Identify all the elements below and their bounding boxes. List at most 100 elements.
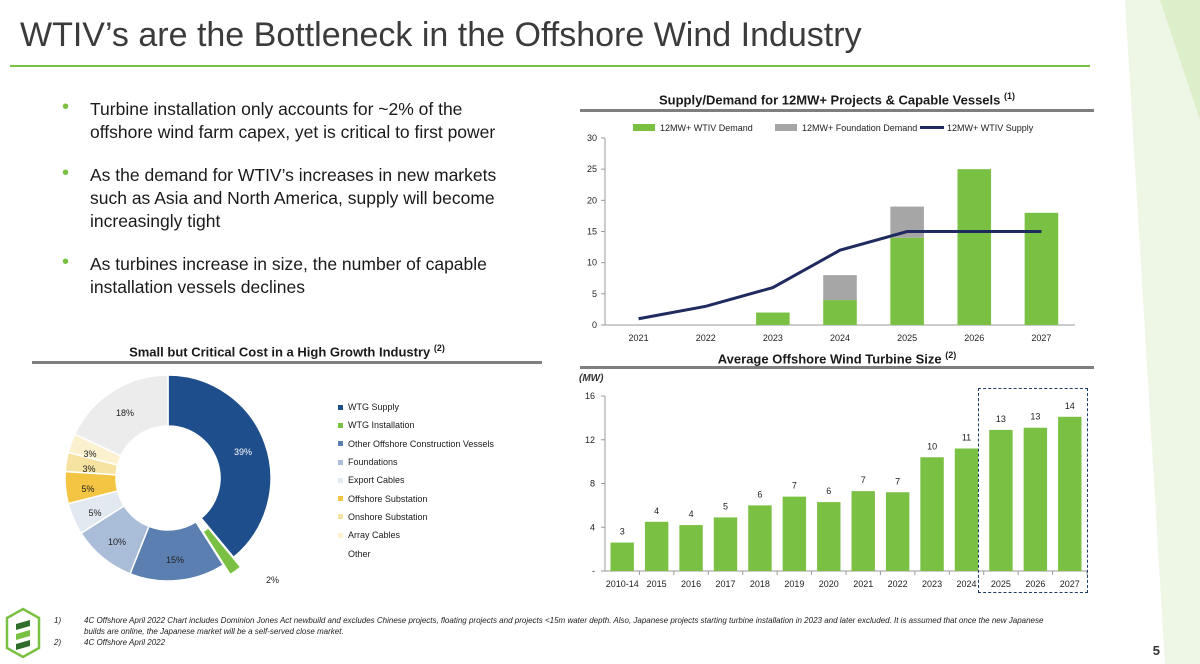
turbine-size-title-text: Average Offshore Wind Turbine Size — [717, 351, 942, 367]
cost-pie-legend: WTG Supply WTG Installation Other Offsho… — [338, 398, 494, 563]
x-tick-label: 2018 — [750, 579, 770, 589]
bullet-list: Turbine installation only accounts for ~… — [62, 96, 512, 319]
legend-label: Foundations — [348, 457, 398, 468]
turbine-size-bar — [610, 542, 634, 571]
wtiv-demand-bar — [823, 300, 857, 325]
legend-item: Foundations — [338, 453, 494, 471]
supply-demand-rule — [580, 109, 1094, 112]
x-tick-label: 2022 — [696, 333, 716, 343]
x-tick-label: 2026 — [1025, 579, 1045, 589]
slice-label: 18% — [116, 408, 134, 418]
legend-item: Onshore Substation — [338, 508, 494, 526]
supply-demand-title-text: Supply/Demand for 12MW+ Projects & Capab… — [659, 92, 1001, 108]
legend-label: Export Cables — [348, 475, 405, 486]
footnote-text: 4C Offshore April 2022 — [84, 638, 166, 647]
page-title: WTIV’s are the Bottleneck in the Offshor… — [20, 16, 862, 54]
legend-label: 12MW+ WTIV Supply — [947, 123, 1034, 133]
data-label: 7 — [861, 475, 866, 485]
turbine-size-bar — [920, 457, 944, 571]
slice-label: 3% — [83, 449, 96, 459]
legend-swatch — [338, 551, 343, 557]
cost-pie-rule — [32, 361, 542, 364]
corner-accent — [1125, 0, 1200, 664]
wtiv-supply-line — [638, 230, 1042, 321]
turbine-size-bar — [713, 517, 738, 571]
legend-item: Export Cables — [338, 471, 494, 489]
foundation-demand-bar — [823, 275, 857, 301]
x-tick-label: 2027 — [1031, 333, 1051, 343]
x-tick-label: 2020 — [819, 579, 839, 589]
bullet-item: Turbine installation only accounts for ~… — [62, 96, 512, 144]
x-tick-label: 2022 — [888, 579, 908, 589]
turbine-size-bar — [954, 448, 979, 571]
x-tick-label: 2026 — [964, 333, 984, 343]
turbine-size-bar — [989, 429, 1013, 571]
x-tick-label: 2023 — [763, 333, 783, 343]
y-tick-label: 30 — [587, 133, 597, 143]
legend-swatch — [338, 514, 343, 520]
data-label: 14 — [1065, 401, 1075, 411]
legend-item: Array Cables — [338, 526, 494, 544]
legend-swatch — [338, 496, 343, 502]
y-tick-label: 4 — [590, 522, 595, 532]
turbine-size-bar — [1023, 427, 1048, 571]
x-tick-label: 2021 — [853, 579, 873, 589]
page-number: 5 — [1152, 643, 1160, 658]
turbine-size-bar — [885, 492, 910, 571]
legend-label: 12MW+ WTIV Demand — [660, 123, 753, 133]
data-label: 10 — [927, 441, 937, 451]
data-label: 6 — [826, 486, 831, 496]
supply-demand-title: Supply/Demand for 12MW+ Projects & Capab… — [580, 91, 1094, 107]
x-tick-label: 2015 — [647, 579, 667, 589]
slice-label: 5% — [88, 508, 101, 518]
x-tick-label: 2021 — [629, 333, 649, 343]
x-tick-label: 2024 — [830, 333, 850, 343]
y-tick-label: 5 — [592, 289, 597, 299]
turbine-size-bar — [782, 496, 807, 571]
legend-swatch — [775, 124, 797, 131]
x-tick-label: 2025 — [897, 333, 917, 343]
legend-label: WTG Supply — [348, 402, 400, 413]
footnote-number: 1) — [54, 616, 62, 625]
footnote-text: 4C Offshore April 2022 Chart includes Do… — [84, 616, 1044, 636]
slice-label: 15% — [166, 555, 184, 565]
legend-swatch — [338, 532, 343, 538]
footnote: 1) 4C Offshore April 2022 Chart includes … — [54, 615, 1044, 637]
cost-pie-title-sup: (2) — [433, 343, 445, 353]
legend-swatch — [338, 477, 343, 483]
x-tick-label: 2017 — [715, 579, 735, 589]
bullet-item: As turbines increase in size, the number… — [62, 251, 512, 299]
foundation-demand-bar — [890, 206, 924, 238]
footnotes: 1) 4C Offshore April 2022 Chart includes … — [54, 615, 1044, 648]
legend-label: Onshore Substation — [348, 511, 428, 522]
legend-swatch — [633, 124, 655, 131]
y-tick-label: 25 — [587, 164, 597, 174]
legend-item: Offshore Substation — [338, 489, 494, 507]
data-label: 5 — [723, 501, 728, 511]
pie-slice — [201, 526, 242, 576]
legend-label: Other Offshore Construction Vessels — [348, 438, 494, 449]
legend-item: Other — [338, 544, 494, 562]
y-tick-label: 15 — [587, 227, 597, 237]
legend-label: WTG Installation — [348, 420, 415, 431]
legend-label: 12MW+ Foundation Demand — [802, 123, 917, 133]
turbine-size-title: Average Offshore Wind Turbine Size (2) — [580, 350, 1094, 366]
turbine-size-bar — [644, 521, 669, 571]
legend-item: Other Offshore Construction Vessels — [338, 435, 494, 453]
legend-item: WTG Installation — [338, 416, 494, 434]
turbine-size-bar — [817, 502, 841, 571]
turbine-size-chart: (MW) - 4 8 12 16 3 2010-14 4 2015 4 2016 5 2017 6 2018 7… — [579, 373, 1088, 589]
legend-swatch — [338, 441, 343, 447]
y-tick-label: 16 — [585, 391, 595, 401]
footnote: 2) 4C Offshore April 2022 — [54, 637, 1044, 648]
y-tick-label: 8 — [590, 479, 595, 489]
x-tick-label: 2016 — [681, 579, 701, 589]
cost-pie-title-text: Small but Critical Cost in a High Growth… — [129, 344, 431, 360]
slice-label: 3% — [82, 464, 95, 474]
x-tick-label: 2025 — [991, 579, 1011, 589]
wtiv-demand-bar — [890, 237, 924, 325]
unit-label: (MW) — [579, 373, 604, 384]
data-label: 3 — [620, 527, 625, 537]
turbine-size-bar — [679, 525, 703, 571]
turbine-size-title-sup: (2) — [945, 350, 957, 360]
